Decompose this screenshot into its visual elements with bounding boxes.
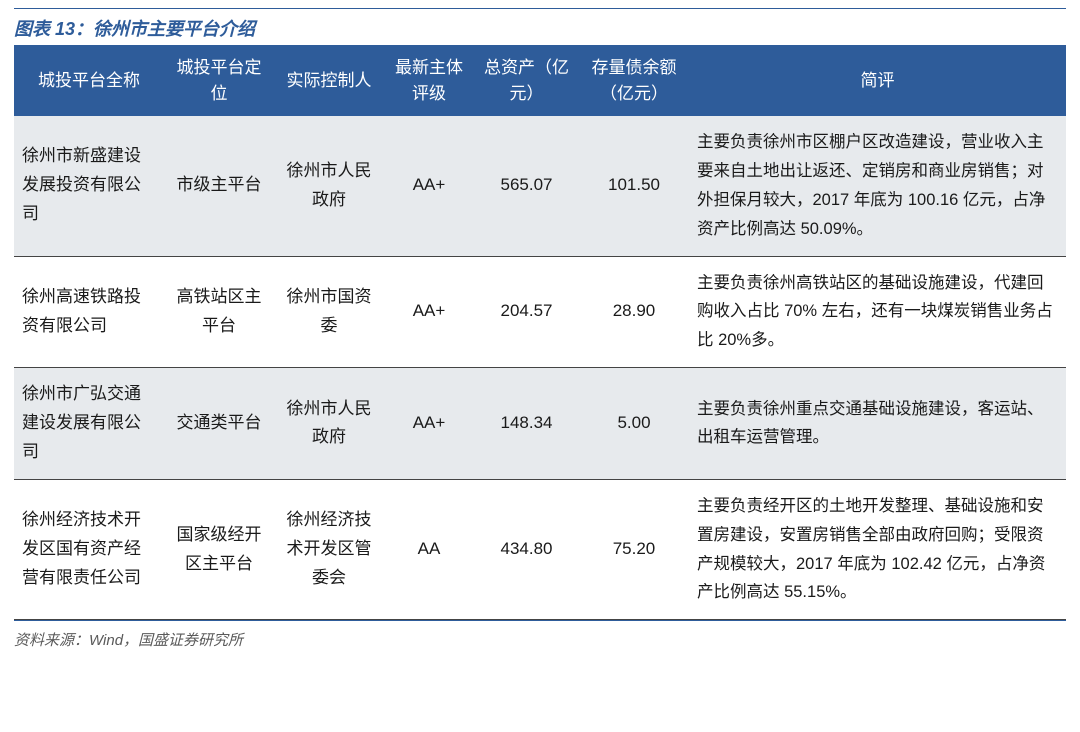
col-controller-header: 实际控制人 <box>274 45 384 116</box>
cell-rating: AA+ <box>384 256 474 368</box>
col-name-header: 城投平台全称 <box>14 45 164 116</box>
cell-name: 徐州市广弘交通建设发展有限公司 <box>14 368 164 480</box>
table-header-row: 城投平台全称 城投平台定位 实际控制人 最新主体评级 总资产（亿元） 存量债余额… <box>14 45 1066 116</box>
platform-table: 城投平台全称 城投平台定位 实际控制人 最新主体评级 总资产（亿元） 存量债余额… <box>14 45 1066 620</box>
cell-name: 徐州高速铁路投资有限公司 <box>14 256 164 368</box>
cell-position: 高铁站区主平台 <box>164 256 274 368</box>
table-row: 徐州市广弘交通建设发展有限公司 交通类平台 徐州市人民政府 AA+ 148.34… <box>14 368 1066 480</box>
cell-comment: 主要负责经开区的土地开发整理、基础设施和安置房建设，安置房销售全部由政府回购；受… <box>689 479 1066 620</box>
cell-assets: 434.80 <box>474 479 579 620</box>
cell-debt: 75.20 <box>579 479 689 620</box>
col-position-header: 城投平台定位 <box>164 45 274 116</box>
table-row: 徐州高速铁路投资有限公司 高铁站区主平台 徐州市国资委 AA+ 204.57 2… <box>14 256 1066 368</box>
figure-title: 图表 13：徐州市主要平台介绍 <box>14 15 255 41</box>
col-comment-header: 简评 <box>689 45 1066 116</box>
cell-debt: 28.90 <box>579 256 689 368</box>
cell-debt: 101.50 <box>579 116 689 256</box>
cell-assets: 204.57 <box>474 256 579 368</box>
cell-rating: AA+ <box>384 368 474 480</box>
cell-position: 国家级经开区主平台 <box>164 479 274 620</box>
cell-rating: AA <box>384 479 474 620</box>
cell-controller: 徐州经济技术开发区管委会 <box>274 479 384 620</box>
cell-comment: 主要负责徐州高铁站区的基础设施建设，代建回购收入占比 70% 左右，还有一块煤炭… <box>689 256 1066 368</box>
source-citation: 资料来源：Wind，国盛证券研究所 <box>14 620 1066 650</box>
table-row: 徐州经济技术开发区国有资产经营有限责任公司 国家级经开区主平台 徐州经济技术开发… <box>14 479 1066 620</box>
cell-position: 交通类平台 <box>164 368 274 480</box>
cell-comment: 主要负责徐州重点交通基础设施建设，客运站、出租车运营管理。 <box>689 368 1066 480</box>
figure-title-bar: 图表 13：徐州市主要平台介绍 <box>14 8 1066 45</box>
cell-comment: 主要负责徐州市区棚户区改造建设，营业收入主要来自土地出让返还、定销房和商业房销售… <box>689 116 1066 256</box>
cell-assets: 565.07 <box>474 116 579 256</box>
cell-name: 徐州市新盛建设发展投资有限公司 <box>14 116 164 256</box>
col-rating-header: 最新主体评级 <box>384 45 474 116</box>
col-debt-header: 存量债余额（亿元） <box>579 45 689 116</box>
cell-assets: 148.34 <box>474 368 579 480</box>
cell-controller: 徐州市国资委 <box>274 256 384 368</box>
col-assets-header: 总资产（亿元） <box>474 45 579 116</box>
table-row: 徐州市新盛建设发展投资有限公司 市级主平台 徐州市人民政府 AA+ 565.07… <box>14 116 1066 256</box>
cell-rating: AA+ <box>384 116 474 256</box>
cell-name: 徐州经济技术开发区国有资产经营有限责任公司 <box>14 479 164 620</box>
cell-controller: 徐州市人民政府 <box>274 368 384 480</box>
cell-controller: 徐州市人民政府 <box>274 116 384 256</box>
cell-position: 市级主平台 <box>164 116 274 256</box>
cell-debt: 5.00 <box>579 368 689 480</box>
